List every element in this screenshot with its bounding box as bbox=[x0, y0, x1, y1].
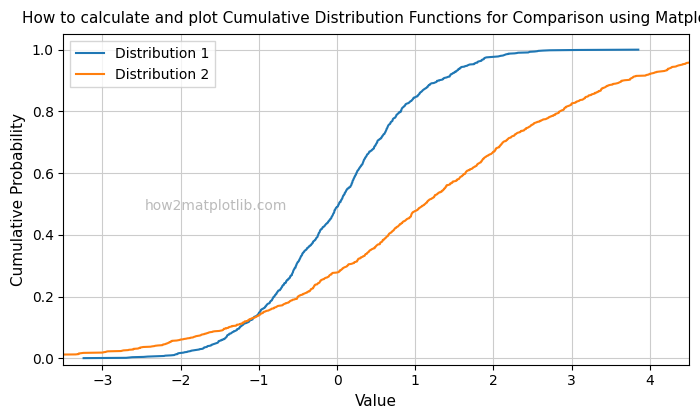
Line: Distribution 1: Distribution 1 bbox=[83, 50, 638, 358]
Legend: Distribution 1, Distribution 2: Distribution 1, Distribution 2 bbox=[70, 41, 215, 87]
Distribution 1 bbox=[370, 144, 379, 149]
Distribution 2 bbox=[386, 231, 394, 236]
Distribution 1 bbox=[391, 115, 400, 120]
Text: how2matplotlib.com: how2matplotlib.com bbox=[145, 199, 287, 213]
Distribution 2 bbox=[398, 220, 407, 225]
Line: Distribution 2: Distribution 2 bbox=[0, 50, 700, 358]
Y-axis label: Cumulative Probability: Cumulative Probability bbox=[11, 113, 26, 286]
Distribution 1 bbox=[324, 220, 332, 225]
Distribution 1 bbox=[236, 324, 244, 329]
Distribution 2 bbox=[496, 144, 504, 149]
Distribution 2 bbox=[545, 115, 553, 120]
Distribution 1 bbox=[634, 47, 643, 52]
Distribution 2 bbox=[227, 324, 235, 329]
Distribution 1 bbox=[79, 356, 88, 361]
Title: How to calculate and plot Cumulative Distribution Functions for Comparison using: How to calculate and plot Cumulative Dis… bbox=[22, 11, 700, 26]
Distribution 2 bbox=[555, 110, 564, 115]
Distribution 1 bbox=[314, 231, 323, 236]
Distribution 1 bbox=[396, 110, 405, 115]
X-axis label: Value: Value bbox=[355, 394, 397, 409]
